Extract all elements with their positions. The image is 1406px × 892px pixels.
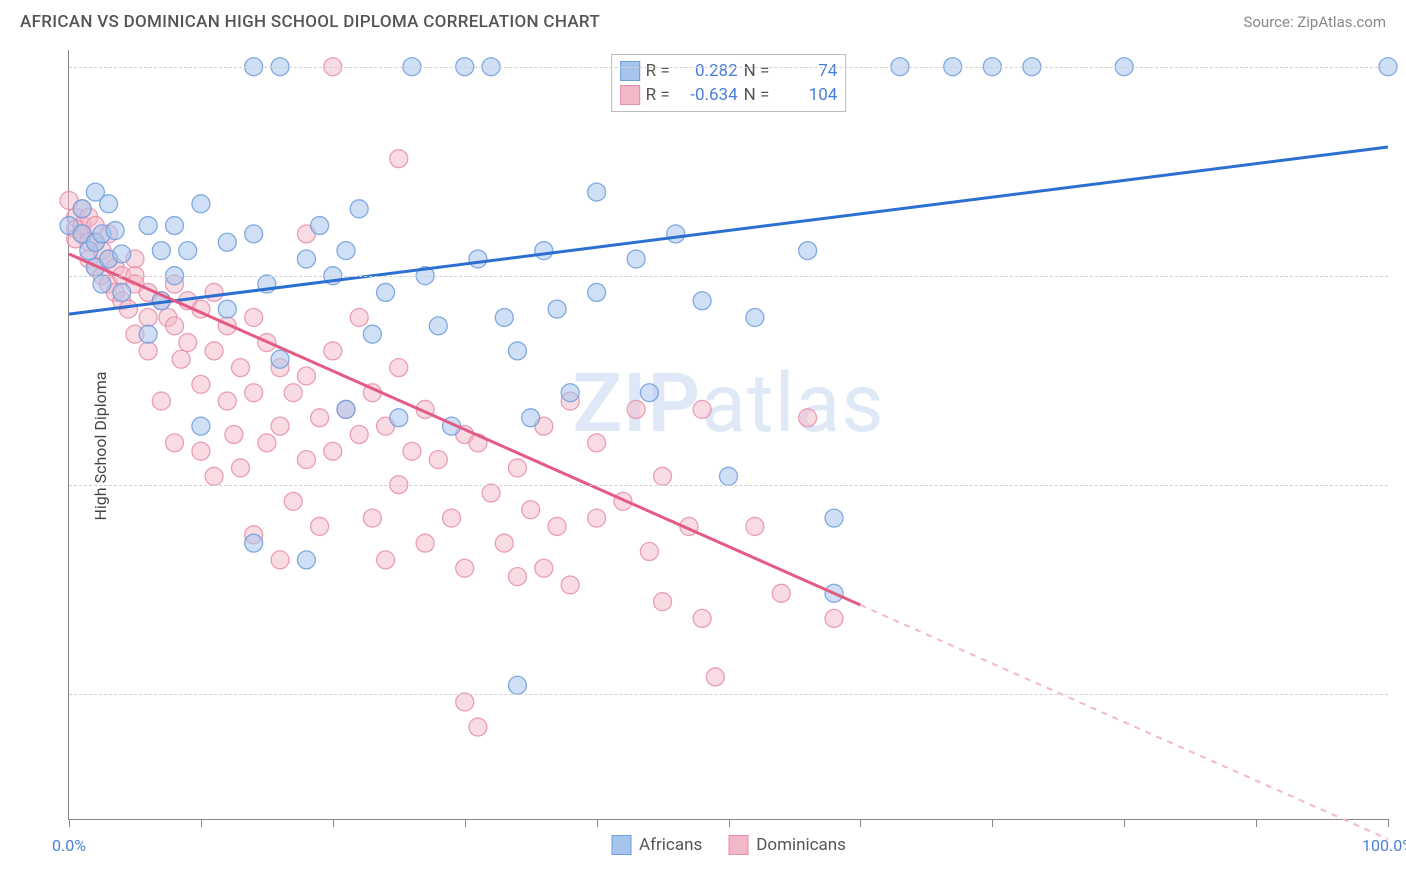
swatch-dominicans <box>728 835 748 855</box>
legend-item-dominicans: Dominicans <box>728 835 846 855</box>
y-tick-label: 100.0% <box>1398 73 1406 92</box>
stats-legend: R = 0.282 N = 74 R = -0.634 N = 104 <box>611 54 847 112</box>
africans-label: Africans <box>639 835 702 855</box>
stats-row-africans: R = 0.282 N = 74 <box>620 59 838 83</box>
dominicans-r-value: -0.634 <box>676 85 738 105</box>
africans-r-value: 0.282 <box>676 61 738 81</box>
legend-item-africans: Africans <box>611 835 702 855</box>
swatch-africans <box>620 61 640 81</box>
y-tick-label: 75.0% <box>1398 491 1406 510</box>
source-label: Source: ZipAtlas.com <box>1243 13 1386 31</box>
n-label: N = <box>744 61 770 81</box>
r-label: R = <box>646 61 670 81</box>
dominicans-label: Dominicans <box>756 835 846 855</box>
x-max-label: 100.0% <box>1362 836 1406 855</box>
r-label: R = <box>646 85 670 105</box>
swatch-dominicans <box>620 85 640 105</box>
y-tick-label: 62.5% <box>1398 700 1406 719</box>
scatter-plot-svg <box>69 50 1388 819</box>
y-tick-label: 87.5% <box>1398 282 1406 301</box>
series-legend: Africans Dominicans <box>611 835 846 855</box>
x-min-label: 0.0% <box>52 836 86 855</box>
chart-plot-area: ZIPatlas R = 0.282 N = 74 R = -0.634 N =… <box>68 50 1388 820</box>
dominicans-n-value: 104 <box>775 85 837 105</box>
n-label: N = <box>744 85 770 105</box>
swatch-africans <box>611 835 631 855</box>
chart-title: AFRICAN VS DOMINICAN HIGH SCHOOL DIPLOMA… <box>20 12 600 32</box>
africans-n-value: 74 <box>775 61 837 81</box>
stats-row-dominicans: R = -0.634 N = 104 <box>620 83 838 107</box>
